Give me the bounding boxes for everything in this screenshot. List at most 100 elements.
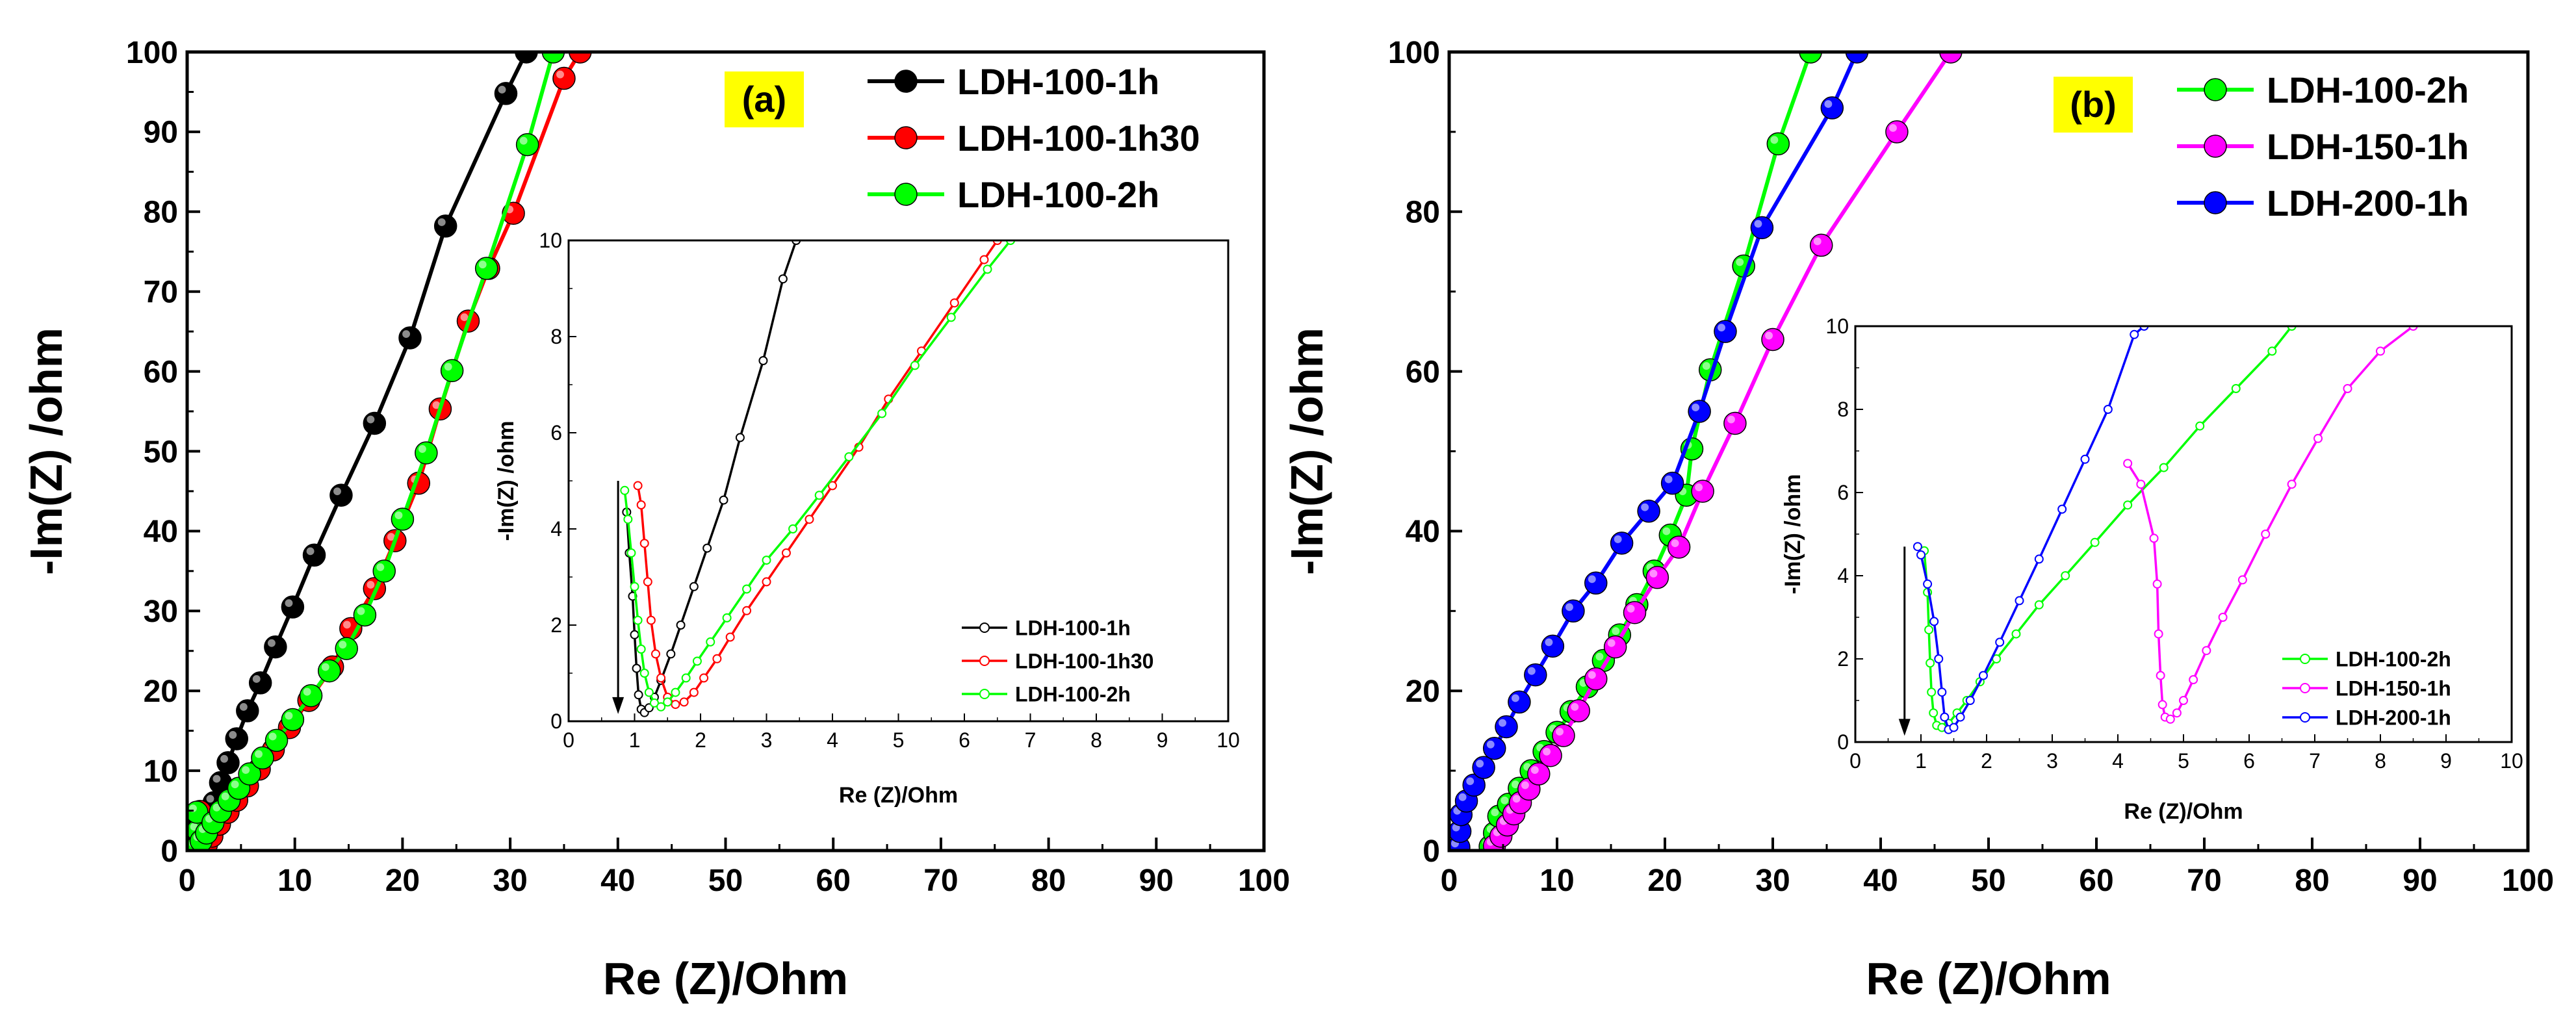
panel-a-inset-y-tick-label-2: 4: [550, 517, 562, 541]
panel-a-inset-legend-label-0: LDH-100-1h: [1015, 617, 1131, 640]
panel-b-inset-series-2-point-5: [1937, 687, 1947, 697]
panel-b-main-legend-marker-1: [2204, 135, 2227, 158]
panel-a-inset-series-0-point-5: [634, 690, 643, 700]
panel-a-main-series-2-point-18: [391, 507, 415, 531]
panel-b-main-series-2-point-17: [1714, 320, 1737, 343]
panel-b-main-series-group: [1449, 52, 1963, 851]
panel-a-inset-series-2-point-17: [762, 556, 771, 565]
panel-a-inset-series-1-point-18: [828, 481, 837, 491]
panel-b-inset-series-0-point-20: [2231, 384, 2241, 393]
panel-b-inset-series-0-point-17: [2123, 500, 2133, 510]
panel-b-main-x-tick-label-6: 60: [2079, 864, 2113, 898]
panel-b-main-series-1-point-13: [1645, 565, 1669, 589]
panel-a-main-y-tick-label-5: 50: [144, 435, 178, 469]
panel-b-inset-arrow-head: [1898, 719, 1911, 736]
panel-a-inset-x-tick-label-6: 6: [959, 728, 970, 752]
panel-b-main-legend-label-0: LDH-100-2h: [2267, 70, 2469, 110]
panel-a-main-series-0-point-17-highlight: [367, 415, 375, 424]
panel-a-main-series-0-point-14-highlight: [285, 599, 293, 608]
panel-b-main-legend-label-1: LDH-150-1h: [2267, 126, 2469, 167]
panel-a-main-series-2-point-20-highlight: [444, 363, 452, 371]
panel-b-main-series-1-point-16-highlight: [1727, 415, 1735, 424]
panel-b-main-series-2-point-19-highlight: [1824, 100, 1833, 109]
panel-b-main-x-tick-label-10: 100: [2502, 864, 2554, 898]
panel-a-main-y-tick-label-2: 20: [144, 674, 178, 709]
panel-a-inset-series-1-point-2: [639, 539, 649, 548]
panel-a-main-series-2-point-20: [440, 359, 464, 383]
panel-a-main-x-tick-label-2: 20: [385, 864, 420, 898]
panel-a-inset-series-2-point-8: [649, 698, 659, 708]
panel-a-inset-series-2-point-4: [633, 615, 643, 625]
panel-b-inset-legend-marker-2: [2300, 712, 2310, 723]
panel-b-main-series-1-point-5-highlight: [1521, 781, 1529, 789]
panel-a-main-series-0-point-15-highlight: [306, 547, 315, 556]
panel-a-main-series-2-point-9-highlight: [242, 766, 250, 775]
panel-b-main-series-2-point-15: [1660, 471, 1684, 495]
panel-b-main-series-2-point-16: [1688, 400, 1711, 423]
panel-a-inset-series-1-point-15: [762, 577, 771, 587]
panel-a-main-y-tick-label-10: 100: [126, 36, 178, 70]
panel-a-inset-series-2-line: [623, 240, 1012, 708]
panel-a-inset-series-1-point-12: [712, 654, 722, 663]
panel-b-main-series-2-point-12-highlight: [1588, 575, 1596, 584]
panel-b-main-y-tick-label-3: 60: [1406, 355, 1440, 389]
panel-a-inset-x-tick-label-9: 9: [1157, 728, 1168, 752]
panel-b-main-series-2-point-6: [1482, 736, 1506, 760]
panel-a-main-x-tick-label-5: 50: [708, 864, 743, 898]
panel-b-inset-series-2-point-10: [1965, 696, 1975, 705]
panel-b-inset-series-2-point-11: [1978, 671, 1988, 680]
panel-b-inset-series-2-point-9: [1955, 712, 1965, 722]
panel-b-main-series-1-point-9-highlight: [1571, 703, 1579, 711]
panel-a-inset-series-2-point-16: [742, 584, 752, 594]
panel-a-main-series-2-point-18-highlight: [394, 511, 403, 519]
panel-b-inset-y-tick-label-3: 6: [1837, 481, 1849, 504]
panel-b-main-series-2-line: [1456, 52, 1859, 848]
panel-b-main-series-0-point-19-highlight: [1770, 136, 1779, 144]
panel-a-main-x-tick-label-1: 10: [277, 864, 312, 898]
panel-a-main-series-1-point-23-highlight: [556, 70, 564, 79]
panel-a-inset-legend-label-2: LDH-100-2h: [1015, 683, 1131, 706]
panel-a-main-series-2-point-7-highlight: [221, 792, 229, 801]
panel-b-inset-series-2-point-12: [1995, 637, 2005, 647]
panel-b-inset-series-1-point-17: [2313, 433, 2323, 443]
panel-a-inset-series-1-point-13: [725, 632, 735, 642]
panel-b-main-x-tick-label-1: 10: [1539, 864, 1574, 898]
panel-b-main-series-1-point-19: [1885, 120, 1909, 144]
panel-a-main-y-tick-label-1: 10: [144, 754, 178, 789]
panel-b-inset-series-2-point-4: [1934, 654, 1944, 663]
panel-a-main-series-0-point-12-highlight: [252, 675, 261, 683]
panel-b-inset-x-tick-label-0: 0: [1849, 749, 1861, 773]
panel-a-inset-x-tick-label-5: 5: [893, 728, 905, 752]
panel-b-inset: 0 1 2 3 4 5 6 7 8 9 10 0 2 4 6 8 10 Re (Z)/Ohm -Im(Z) /ohm…: [1781, 314, 2523, 824]
panel-a-main-series-2-point-14-highlight: [321, 663, 329, 671]
panel-a-main-series-0-point-10-highlight: [229, 731, 237, 739]
panel-b-main-series-2-point-7-highlight: [1499, 719, 1506, 727]
panel-b-inset-series-1-point-15: [2261, 530, 2271, 539]
panel-b-inset-series-1-point-11: [2189, 675, 2198, 684]
panel-a-inset-series-2-point-13: [692, 656, 702, 666]
panel-a-inset-series-1-point-6: [656, 673, 666, 683]
panel-b-main-series-1-point-11-highlight: [1607, 639, 1616, 647]
panel-a-main-series-group: [187, 52, 592, 851]
panel-b-main-series-1-point-9: [1567, 699, 1590, 723]
panel-b-inset-x-tick-label-10: 10: [2500, 749, 2523, 773]
panel-b-main-series-1-point-4-highlight: [1512, 795, 1521, 803]
panel-a-inset-series-2-point-15: [722, 613, 732, 622]
panel-b-inset-series-0-point-21: [2267, 346, 2277, 356]
panel-b-inset-series-0-point-2: [1924, 625, 1934, 635]
panel-a-main-legend-label-0: LDH-100-1h: [957, 61, 1159, 102]
panel-a-inset-series-1-point-17: [805, 515, 814, 524]
panel-a-main-x-tick-label-8: 80: [1031, 864, 1066, 898]
panel-b-main-legend-label-2: LDH-200-1h: [2267, 183, 2469, 224]
panel-b-main-series-1-point-10-highlight: [1588, 671, 1596, 679]
panel-b-inset-background: [1855, 326, 2512, 742]
panel-a-inset-series-1-point-9: [679, 697, 689, 707]
panel-b-inset-legend-marker-0: [2300, 654, 2310, 664]
panel-b-inset-series-0-point-13: [2011, 629, 2021, 639]
panel-b-main-series-1-point-13-highlight: [1649, 569, 1658, 578]
panel-a-inset-series-2-point-0: [620, 485, 630, 495]
panel-a-inset-y-tick-label-4: 8: [550, 325, 562, 348]
panel-b-main-series-1-point-17: [1761, 327, 1784, 352]
panel-a-main-y-tick-label-0: 0: [161, 834, 178, 869]
panel-a-inset-series-1-point-4: [646, 615, 656, 625]
